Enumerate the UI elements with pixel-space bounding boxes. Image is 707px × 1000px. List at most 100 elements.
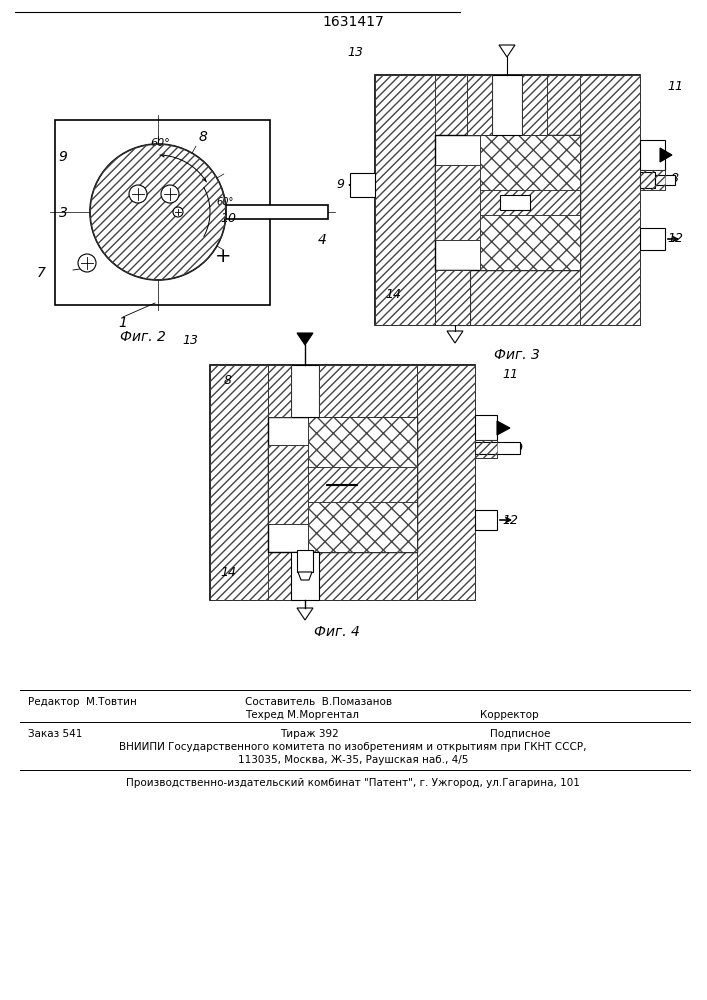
Polygon shape <box>447 331 463 343</box>
Text: 8: 8 <box>199 130 207 144</box>
Bar <box>435 165 480 240</box>
Bar <box>440 270 470 325</box>
Bar <box>375 75 640 325</box>
Bar <box>640 172 655 188</box>
Circle shape <box>78 254 96 272</box>
Text: Редактор  М.Товтин: Редактор М.Товтин <box>28 697 137 707</box>
Bar <box>268 552 417 600</box>
Bar <box>268 445 308 524</box>
Bar <box>492 75 522 135</box>
Bar <box>350 173 375 197</box>
Text: Корректор: Корректор <box>480 710 539 720</box>
Text: 12: 12 <box>502 514 518 526</box>
Text: 10: 10 <box>507 442 523 454</box>
Text: 10: 10 <box>220 212 236 225</box>
Bar <box>375 75 435 325</box>
Bar <box>475 440 497 458</box>
Bar <box>522 75 547 135</box>
Text: Фиг. 3: Фиг. 3 <box>494 348 540 362</box>
Bar <box>268 365 291 417</box>
Bar <box>375 75 435 325</box>
Bar <box>291 365 319 417</box>
Text: Техред М.Моргентал: Техред М.Моргентал <box>245 710 359 720</box>
Text: 1631417: 1631417 <box>322 15 384 29</box>
Polygon shape <box>298 572 312 580</box>
Bar <box>326 484 357 485</box>
Text: 14: 14 <box>385 288 401 302</box>
Bar <box>655 175 675 185</box>
Bar <box>268 365 417 417</box>
Bar <box>435 135 580 270</box>
Bar <box>319 365 417 417</box>
Text: ВНИИПИ Государственного комитета по изобретениям и открытиям при ГКНТ СССР,: ВНИИПИ Государственного комитета по изоб… <box>119 742 587 752</box>
Bar <box>480 215 580 270</box>
Bar <box>475 440 497 458</box>
Bar <box>467 75 492 135</box>
Bar <box>435 75 580 135</box>
Bar <box>268 445 308 524</box>
Bar <box>640 170 665 190</box>
Bar <box>480 135 580 190</box>
Bar <box>435 75 580 135</box>
Circle shape <box>173 207 183 217</box>
Text: 8: 8 <box>224 373 232 386</box>
Text: 1: 1 <box>119 316 127 330</box>
Bar <box>467 75 492 135</box>
Text: 113035, Москва, Ж-35, Раушская наб., 4/5: 113035, Москва, Ж-35, Раушская наб., 4/5 <box>238 755 468 765</box>
Bar <box>475 510 497 530</box>
Text: 12: 12 <box>667 232 683 245</box>
Bar <box>435 270 580 325</box>
Bar <box>55 120 270 305</box>
Bar <box>417 365 475 600</box>
Bar <box>475 442 520 454</box>
Text: 11: 11 <box>502 368 518 381</box>
Bar <box>308 417 417 467</box>
Bar <box>480 215 580 270</box>
Text: 11: 11 <box>667 81 683 94</box>
Text: 60°: 60° <box>216 197 233 207</box>
Text: 13: 13 <box>347 46 363 60</box>
Bar <box>500 195 530 210</box>
Bar <box>640 170 665 190</box>
Bar <box>522 75 547 135</box>
Bar <box>268 365 417 417</box>
Circle shape <box>161 185 179 203</box>
Text: 60°: 60° <box>150 138 170 148</box>
Text: Фиг. 4: Фиг. 4 <box>314 625 360 639</box>
Polygon shape <box>297 608 313 620</box>
Bar <box>308 502 417 552</box>
Bar <box>226 205 328 219</box>
Polygon shape <box>297 333 313 345</box>
Bar <box>435 270 470 325</box>
Bar <box>480 190 580 215</box>
Bar <box>640 140 665 170</box>
Bar <box>308 502 417 552</box>
Bar <box>435 165 480 240</box>
Bar <box>297 550 313 572</box>
Bar <box>375 75 640 325</box>
Text: Подписное: Подписное <box>490 729 550 739</box>
Text: Заказ 541: Заказ 541 <box>28 729 83 739</box>
Bar <box>308 417 417 467</box>
Text: 9: 9 <box>59 150 67 164</box>
Text: Фиг. 2: Фиг. 2 <box>120 330 166 344</box>
Polygon shape <box>499 45 515 57</box>
Bar <box>319 365 417 417</box>
Text: Производственно-издательский комбинат "Патент", г. Ужгород, ул.Гагарина, 101: Производственно-издательский комбинат "П… <box>126 778 580 788</box>
Bar <box>210 365 475 600</box>
Text: 13: 13 <box>182 334 198 347</box>
Text: Составитель  В.Помазанов: Составитель В.Помазанов <box>245 697 392 707</box>
Bar <box>435 270 470 325</box>
Text: 4: 4 <box>317 233 327 247</box>
Bar <box>480 135 580 190</box>
Bar <box>480 190 580 215</box>
Bar <box>210 365 268 600</box>
Polygon shape <box>660 148 672 162</box>
Bar <box>580 75 640 325</box>
Text: 3: 3 <box>59 206 67 220</box>
Text: 14: 14 <box>220 566 236 578</box>
Bar <box>291 552 319 600</box>
Text: Тираж 392: Тираж 392 <box>280 729 339 739</box>
Text: 9: 9 <box>336 178 344 192</box>
Text: +: + <box>215 247 231 266</box>
